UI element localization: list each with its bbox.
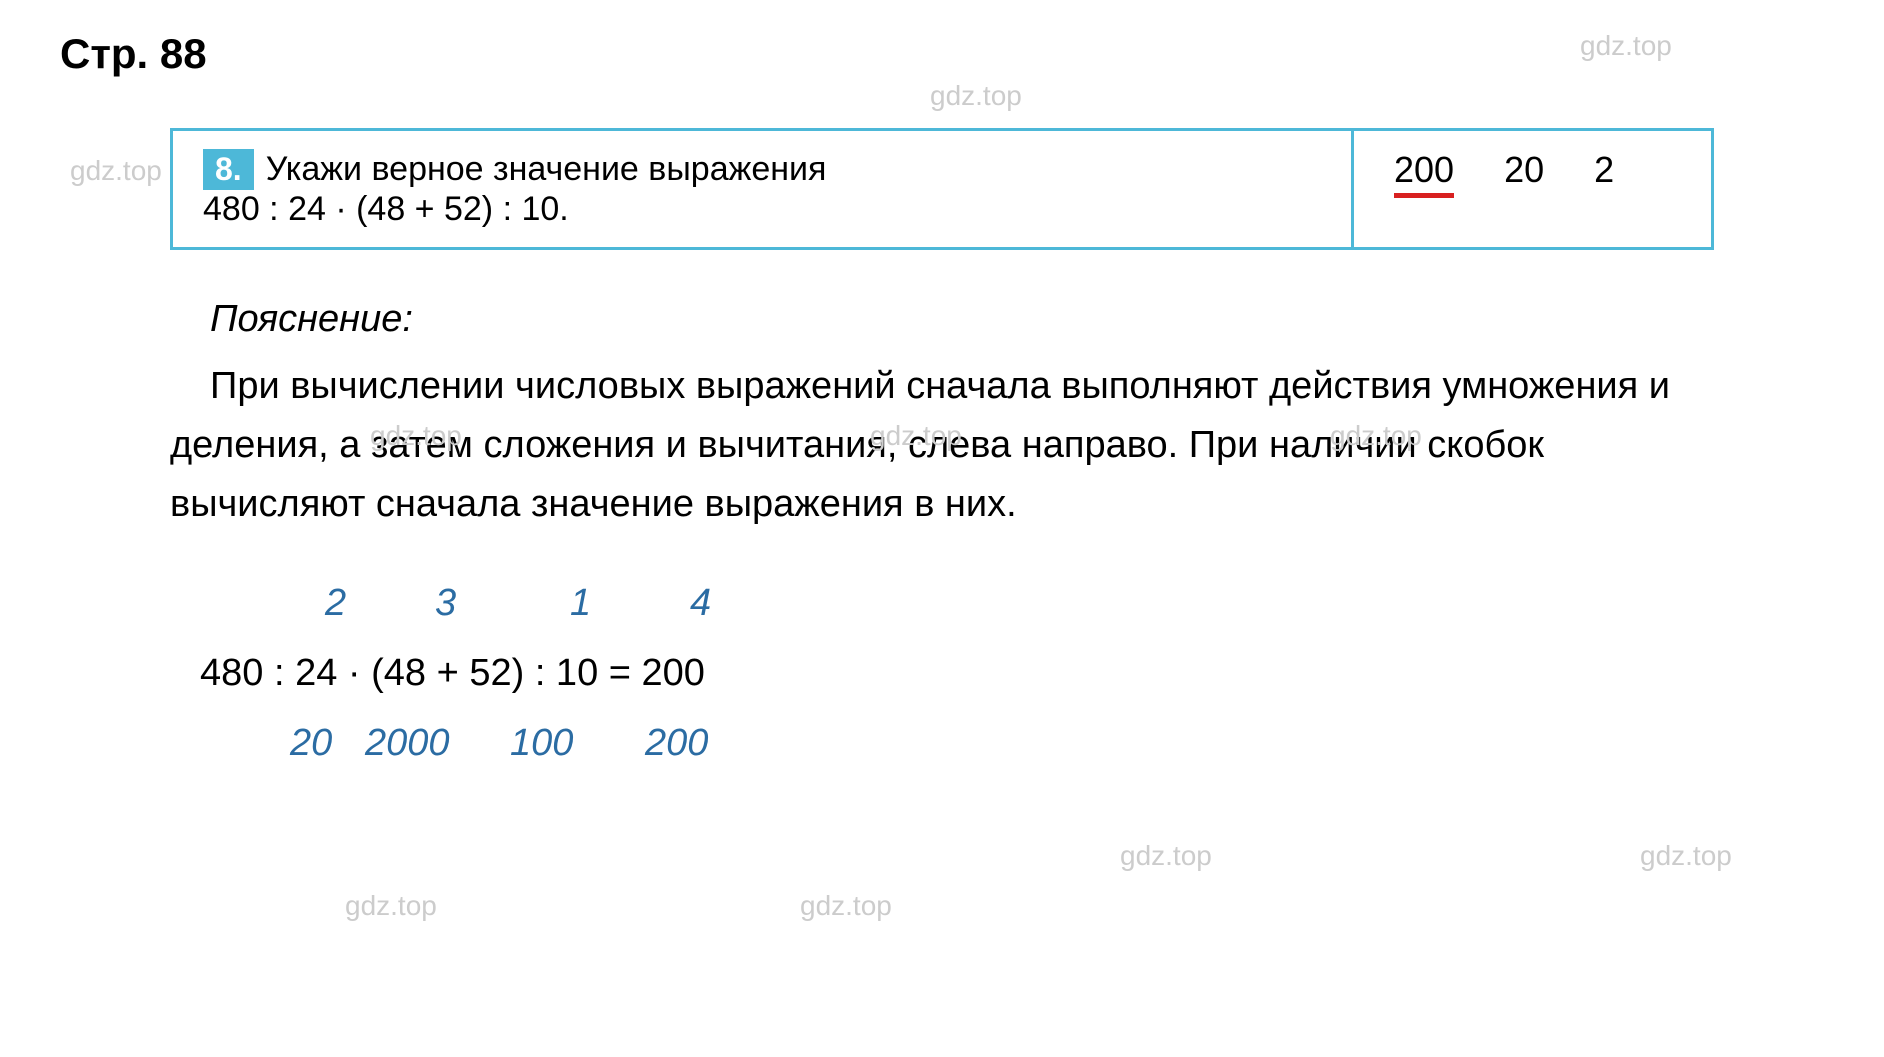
calc-order-label: 3 [435,574,456,633]
watermark: gdz.top [800,890,892,922]
answer-options: 200 20 2 [1351,131,1711,247]
calc-order-label: 4 [690,574,711,633]
problem-line1: Укажи верное значение выражения [266,150,827,188]
explanation-section: Пояснение: При вычислении числовых выраж… [170,290,1714,794]
problem-line2: 480 : 24 · (48 + 52) : 10. [203,190,569,228]
problem-box: 8. Укажи верное значение выражения 480 : … [170,128,1714,250]
page-title: Стр. 88 [60,30,1824,78]
watermark: gdz.top [70,155,162,187]
calc-order-label: 1 [570,574,591,633]
watermark: gdz.top [1120,840,1212,872]
calc-intermediate-value: 2000 [365,714,450,773]
calc-order-label: 2 [325,574,346,633]
calc-intermediate-value: 20 [290,714,332,773]
answer-option-2: 2 [1594,149,1614,191]
explanation-title: Пояснение: [170,290,1714,349]
problem-text: 8. Укажи верное значение выражения 480 : … [173,131,1351,247]
watermark: gdz.top [345,890,437,922]
watermark: gdz.top [1640,840,1732,872]
calculation: 2 3 1 4 480 : 24 · (48 + 52) : 10 = 200 20 2… [200,574,1714,794]
problem-number: 8. [203,149,254,190]
answer-option-0: 200 [1394,149,1454,198]
calc-intermediate-value: 200 [645,714,708,773]
watermark: gdz.top [930,80,1022,112]
explanation-body: При вычислении числовых выражений сначал… [170,357,1714,534]
calc-expression: 480 : 24 · (48 + 52) : 10 = 200 [200,644,705,703]
answer-option-1: 20 [1504,149,1544,191]
calc-intermediate-value: 100 [510,714,573,773]
